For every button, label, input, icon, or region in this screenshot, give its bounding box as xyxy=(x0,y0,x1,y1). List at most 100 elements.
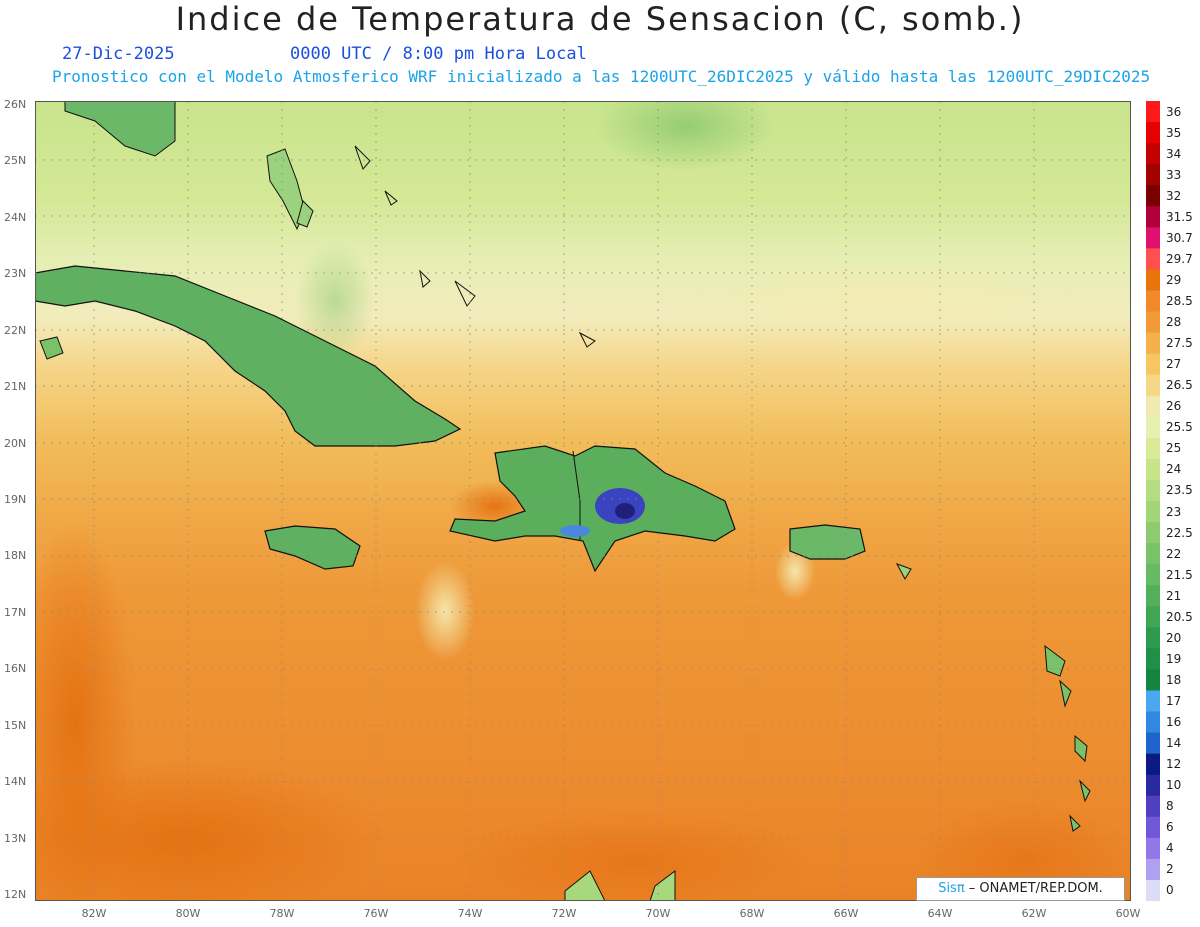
lat-label: 25N xyxy=(4,154,27,168)
colorbar-swatch xyxy=(1146,837,1160,860)
colorbar-swatch xyxy=(1146,374,1160,397)
lon-label: 72W xyxy=(551,907,577,920)
colorbar-swatch xyxy=(1146,501,1160,523)
lon-label: 78W xyxy=(269,907,295,920)
colorbar-swatch xyxy=(1146,669,1160,691)
colorbar-swatch xyxy=(1146,606,1160,628)
forecast-date: 27-Dic-2025 xyxy=(62,44,175,64)
colorbar-swatch xyxy=(1146,290,1160,313)
land-puerto-rico xyxy=(789,524,866,560)
colorbar-label: 2 xyxy=(1166,862,1174,877)
lon-label: 76W xyxy=(363,907,389,920)
credit-text: – ONAMET/REP.DOM. xyxy=(964,881,1103,896)
lon-label: 64W xyxy=(927,907,953,920)
colorbar-swatch xyxy=(1146,690,1160,713)
colorbar-label: 29.7 xyxy=(1166,251,1193,266)
colorbar-label: 23 xyxy=(1166,504,1182,519)
colorbar-swatch xyxy=(1146,816,1160,839)
lat-label: 17N xyxy=(4,605,27,619)
lat-label: 23N xyxy=(4,267,27,281)
lon-label: 66W xyxy=(833,907,859,920)
colorbar-label: 32 xyxy=(1166,188,1182,203)
colorbar-swatch xyxy=(1146,353,1160,376)
colorbar-label: 30.7 xyxy=(1166,230,1193,245)
model-description: Pronostico con el Modelo Atmosferico WRF… xyxy=(52,67,1151,86)
colorbar-label: 31.5 xyxy=(1166,209,1193,224)
lat-label: 18N xyxy=(4,549,27,563)
lon-label: 80W xyxy=(175,907,201,920)
colorbar-label: 22 xyxy=(1166,546,1182,561)
map-title: Indice de Temperatura de Sensacion (C, s… xyxy=(175,0,1025,38)
colorbar-swatch xyxy=(1146,395,1160,418)
colorbar-label: 20 xyxy=(1166,630,1182,645)
colorbar-label: 35 xyxy=(1166,125,1182,140)
colorbar-swatch xyxy=(1146,122,1160,144)
colorbar-label: 19 xyxy=(1166,651,1182,666)
credit-brand: Sisπ xyxy=(938,881,965,896)
colorbar-label: 17 xyxy=(1166,694,1182,708)
lon-label: 70W xyxy=(645,907,671,920)
land-hispaniola xyxy=(449,445,736,573)
colorbar-swatch xyxy=(1146,416,1160,439)
colorbar-swatch xyxy=(1146,101,1160,123)
lat-label: 22N xyxy=(4,323,27,337)
colorbar-swatch xyxy=(1146,753,1160,776)
colorbar-label: 34 xyxy=(1166,146,1182,161)
colorbar-swatch xyxy=(1146,564,1160,586)
colorbar-label: 29 xyxy=(1166,272,1182,287)
colorbar-swatch xyxy=(1146,164,1160,186)
lat-label: 21N xyxy=(4,380,27,394)
colorbar-swatch xyxy=(1146,522,1160,544)
colorbar-swatch xyxy=(1146,795,1160,818)
colorbar-label: 8 xyxy=(1166,799,1174,814)
colorbar-swatch xyxy=(1146,543,1160,565)
lat-label: 15N xyxy=(4,718,27,732)
colorbar-swatch xyxy=(1146,143,1160,165)
colorbar-swatch xyxy=(1146,732,1160,755)
lat-label: 12N xyxy=(4,888,27,901)
colorbar-label: 6 xyxy=(1166,820,1174,835)
colorbar-label: 27 xyxy=(1166,357,1182,372)
colorbar xyxy=(1146,101,1160,901)
colorbar-swatch xyxy=(1146,627,1160,649)
lon-label: 62W xyxy=(1021,907,1047,920)
colorbar-label: 33 xyxy=(1166,167,1182,182)
colorbar-label: 12 xyxy=(1166,757,1182,772)
land-jamaica xyxy=(264,525,361,570)
colorbar-label: 22.5 xyxy=(1166,525,1193,540)
colorbar-label: 36 xyxy=(1166,104,1182,119)
land-isla-juventud xyxy=(39,336,64,360)
forecast-time: 0000 UTC / 8:00 pm Hora Local xyxy=(290,44,587,64)
colorbar-swatch xyxy=(1146,206,1160,228)
colorbar-label: 0 xyxy=(1166,883,1174,898)
lat-label: 24N xyxy=(4,210,27,224)
colorbar-swatch xyxy=(1146,458,1160,481)
lat-label: 14N xyxy=(4,775,27,789)
colorbar-swatch xyxy=(1146,311,1160,334)
colorbar-swatch xyxy=(1146,479,1160,502)
lon-label: 60W xyxy=(1115,907,1141,920)
colorbar-swatch xyxy=(1146,269,1160,291)
colorbar-label: 23.5 xyxy=(1166,483,1193,498)
heat-index-map xyxy=(35,101,1131,901)
colorbar-label: 21.5 xyxy=(1166,567,1193,582)
lon-label: 82W xyxy=(81,907,107,920)
colorbar-swatch xyxy=(1146,248,1160,270)
colorbar-swatch xyxy=(1146,227,1160,249)
colorbar-swatch xyxy=(1146,648,1160,670)
lat-label: 19N xyxy=(4,493,27,506)
colorbar-label: 4 xyxy=(1166,841,1174,856)
colorbar-swatch xyxy=(1146,185,1160,207)
lat-label: 20N xyxy=(4,436,27,450)
colorbar-swatch xyxy=(1146,879,1160,901)
lat-label: 13N xyxy=(4,831,27,845)
colorbar-label: 26.5 xyxy=(1166,378,1193,393)
colorbar-label: 27.5 xyxy=(1166,336,1193,351)
lon-label: 74W xyxy=(457,907,483,920)
colorbar-label: 28 xyxy=(1166,315,1182,330)
lat-label: 26N xyxy=(4,98,27,111)
colorbar-label: 21 xyxy=(1166,588,1182,603)
colorbar-swatch xyxy=(1146,437,1160,460)
colorbar-label: 24 xyxy=(1166,462,1182,477)
colorbar-swatch xyxy=(1146,332,1160,355)
